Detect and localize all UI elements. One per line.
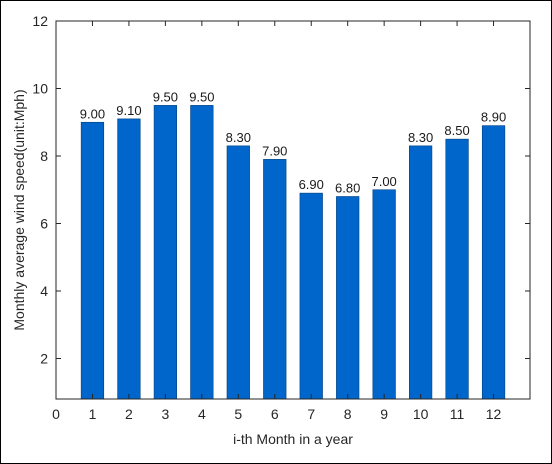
plot-box bbox=[55, 20, 531, 400]
x-tick-label-1: 1 bbox=[89, 406, 97, 422]
y-tick-label-4: 4 bbox=[40, 283, 48, 299]
bar-month-8 bbox=[336, 196, 360, 400]
data-label-month-9: 7.00 bbox=[371, 174, 396, 189]
x-tick-label-0: 0 bbox=[52, 406, 60, 422]
bar-month-1 bbox=[80, 121, 105, 400]
x-tick-label-3: 3 bbox=[161, 406, 169, 422]
x-axis-label: i-th Month in a year bbox=[233, 431, 353, 447]
x-tick-label-10: 10 bbox=[413, 406, 429, 422]
x-tick-label-2: 2 bbox=[125, 406, 133, 422]
x-tick-label-5: 5 bbox=[234, 406, 242, 422]
x-ticks-group: 0 1 2 3 4 5 6 7 8 9 10 11 12 bbox=[52, 21, 502, 422]
y-axis-label: Monthly average wind speed(unit:Mph) bbox=[11, 89, 27, 330]
bars-group bbox=[80, 105, 506, 400]
x-tick-label-6: 6 bbox=[271, 406, 279, 422]
data-label-month-3: 9.50 bbox=[153, 89, 178, 104]
bar-month-4 bbox=[190, 105, 214, 400]
y-tick-label-6: 6 bbox=[40, 216, 48, 232]
y-ticks-group: 2 4 6 8 10 12 bbox=[32, 13, 530, 367]
bar-month-3 bbox=[153, 105, 177, 400]
data-label-month-4: 9.50 bbox=[189, 89, 214, 104]
axes-group bbox=[55, 20, 531, 400]
bar-month-6 bbox=[263, 159, 287, 400]
data-label-month-2: 9.10 bbox=[116, 103, 141, 118]
bar-month-7 bbox=[299, 192, 323, 400]
x-tick-label-12: 12 bbox=[486, 406, 502, 422]
data-labels-group: 9.00 9.10 9.50 9.50 8.30 7.90 6.90 6.80 7.00 8.30… bbox=[80, 89, 506, 195]
bar-month-5 bbox=[226, 145, 250, 400]
bar-month-2 bbox=[117, 118, 141, 400]
bar-month-9 bbox=[372, 189, 396, 400]
y-tick-label-10: 10 bbox=[32, 81, 48, 97]
bar-month-12 bbox=[481, 125, 506, 400]
data-label-month-12: 8.90 bbox=[481, 110, 506, 125]
x-tick-label-11: 11 bbox=[450, 406, 465, 422]
data-label-month-7: 6.90 bbox=[299, 177, 324, 192]
data-label-month-6: 7.90 bbox=[262, 143, 287, 158]
y-tick-label-8: 8 bbox=[40, 148, 48, 164]
x-tick-label-8: 8 bbox=[344, 406, 352, 422]
y-tick-label-12: 12 bbox=[32, 13, 48, 29]
x-tick-label-4: 4 bbox=[198, 406, 206, 422]
x-tick-label-7: 7 bbox=[307, 406, 315, 422]
data-label-month-10: 8.30 bbox=[408, 130, 433, 145]
x-tick-label-9: 9 bbox=[380, 406, 388, 422]
data-label-month-1: 9.00 bbox=[80, 106, 105, 121]
data-label-month-5: 8.30 bbox=[226, 130, 251, 145]
data-label-month-11: 8.50 bbox=[444, 123, 469, 138]
bar-month-11 bbox=[445, 138, 469, 400]
y-tick-label-2: 2 bbox=[40, 351, 48, 367]
data-label-month-8: 6.80 bbox=[335, 181, 360, 196]
bar-month-10 bbox=[409, 145, 433, 400]
